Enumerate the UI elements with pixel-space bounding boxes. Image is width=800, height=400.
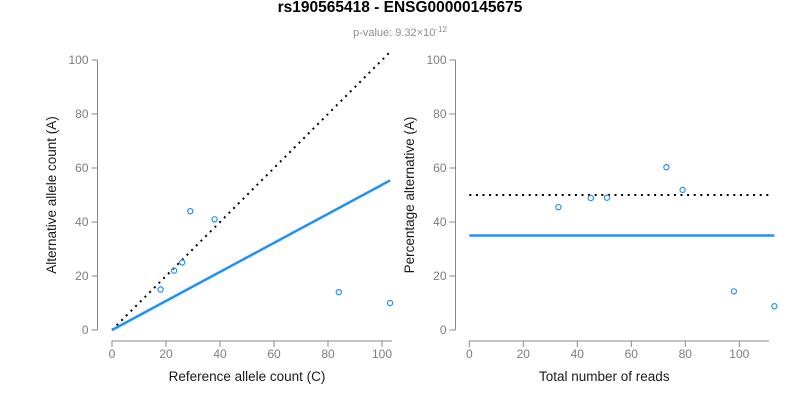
data-point xyxy=(679,186,686,194)
y-axis-title: Percentage alternative (A) xyxy=(402,117,417,274)
subtitle-text: p-value: 9.32×10 xyxy=(353,27,436,39)
x-tick-label: 100 xyxy=(372,347,392,361)
x-tick-label: 20 xyxy=(159,347,173,361)
x-tick-label: 60 xyxy=(267,347,281,361)
y-tick-label: 0 xyxy=(82,323,89,337)
subtitle-exponent: -12 xyxy=(435,25,447,34)
data-point xyxy=(187,207,194,215)
x-axis-title: Reference allele count (C) xyxy=(169,369,326,384)
y-tick-label: 60 xyxy=(75,161,89,175)
data-point xyxy=(587,194,595,202)
data-point xyxy=(386,299,394,307)
y-tick-label: 80 xyxy=(433,107,447,121)
figure-title: rs190565418 - ENSG00000145675 xyxy=(277,0,523,16)
y-tick-label: 100 xyxy=(68,53,88,67)
data-point xyxy=(603,194,611,201)
x-axis-title: Total number of reads xyxy=(539,369,670,384)
x-tick-label: 40 xyxy=(571,347,585,361)
x-tick-label: 80 xyxy=(321,347,335,361)
x-tick-label: 100 xyxy=(729,347,749,361)
right-panel-percentage-vs-reads-scatter: 0 20 40 60 80 100 0 20 40 60 80 100 Total number of … xyxy=(402,53,778,384)
data-point xyxy=(178,259,186,266)
data-point xyxy=(663,163,670,171)
x-tick-label: 60 xyxy=(625,347,639,361)
figure-subtitle: p-value: 9.32×10-12 xyxy=(0,24,800,39)
y-tick-label: 0 xyxy=(440,323,447,337)
data-point xyxy=(211,216,218,223)
x-tick-label: 80 xyxy=(679,347,693,361)
y-tick-label: 20 xyxy=(433,269,447,283)
x-tick-label: 0 xyxy=(109,347,116,361)
fitted-ratio-line xyxy=(111,179,391,332)
x-tick-label: 0 xyxy=(466,347,473,361)
y-tick-label: 80 xyxy=(75,107,89,121)
x-tick-label: 20 xyxy=(517,347,531,361)
left-panel-allele-count-scatter: 0 20 40 60 80 100 0 20 40 60 80 100 Reference allele… xyxy=(44,51,394,384)
x-tick-label: 40 xyxy=(213,347,227,361)
data-point xyxy=(730,288,738,295)
y-tick-label: 40 xyxy=(75,215,89,229)
data-point xyxy=(335,289,342,296)
y-tick-label: 100 xyxy=(426,53,446,67)
y-tick-label: 40 xyxy=(433,215,447,229)
y-axis-title: Alternative allele count (A) xyxy=(44,116,59,274)
identity-line xyxy=(111,51,391,331)
data-point xyxy=(771,303,778,310)
data-point xyxy=(555,203,562,211)
data-point xyxy=(170,267,178,274)
data-point xyxy=(157,286,164,293)
y-tick-label: 20 xyxy=(75,269,89,283)
y-tick-label: 60 xyxy=(433,161,447,175)
